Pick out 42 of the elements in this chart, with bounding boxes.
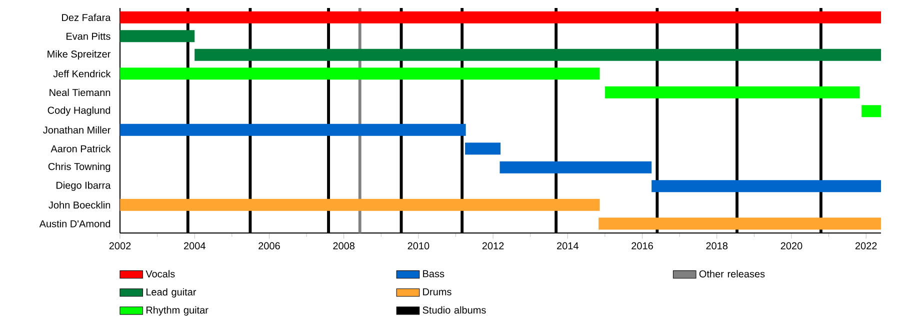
x-tick-label: 2016 [632, 242, 653, 250]
x-tick-label: 2010 [408, 242, 430, 250]
y-tick-label: Austin D'Amond [39, 220, 110, 228]
bar [465, 142, 501, 155]
y-tick-label: Evan Pitts [66, 32, 110, 40]
bar [500, 161, 652, 174]
legend-label: Other releases [699, 270, 765, 278]
x-tick-label: 2014 [557, 242, 578, 250]
bar [120, 30, 195, 42]
x-tick-label: 2004 [184, 242, 206, 250]
y-tick-label: Mike Spreitzer [48, 50, 111, 60]
bar [120, 68, 600, 80]
bar [120, 124, 466, 136]
bar [652, 180, 881, 192]
legend-label: Studio albums [422, 306, 486, 314]
y-tick-label: Neal Tiemann [50, 88, 110, 96]
x-tick-label: 2006 [258, 242, 280, 250]
bar [598, 218, 881, 230]
x-tick-label: 2012 [482, 242, 504, 250]
bar [120, 198, 600, 211]
y-tick-label: John Boecklin [48, 201, 110, 209]
x-tick-label: 2018 [706, 242, 728, 250]
x-tick-label: 2008 [333, 242, 355, 250]
y-tick-label: Aaron Patrick [50, 144, 111, 152]
bar [194, 48, 881, 61]
x-tick-label: 2022 [855, 242, 877, 250]
x-tick-label: 2020 [780, 242, 802, 250]
bar [862, 105, 881, 118]
legend-label: Rhythm guitar [146, 306, 208, 316]
y-tick-label: Cody Haglund [48, 106, 110, 116]
bar [604, 86, 860, 98]
y-tick-label: Chris Towning [48, 162, 110, 172]
y-tick-label: Diego Ibarra [56, 181, 111, 191]
legend-label: Lead guitar [146, 288, 196, 298]
y-tick-label: Jeff Kendrick [53, 70, 111, 78]
bar [120, 11, 881, 24]
x-tick-label: 2002 [109, 242, 131, 250]
y-tick-label: Jonathan Miller [43, 126, 111, 134]
legend-label: Bass [423, 270, 444, 278]
y-tick-label: Dez Fafara [62, 14, 111, 22]
legend-label: Vocals [146, 270, 175, 278]
legend-label: Drums [423, 288, 452, 296]
